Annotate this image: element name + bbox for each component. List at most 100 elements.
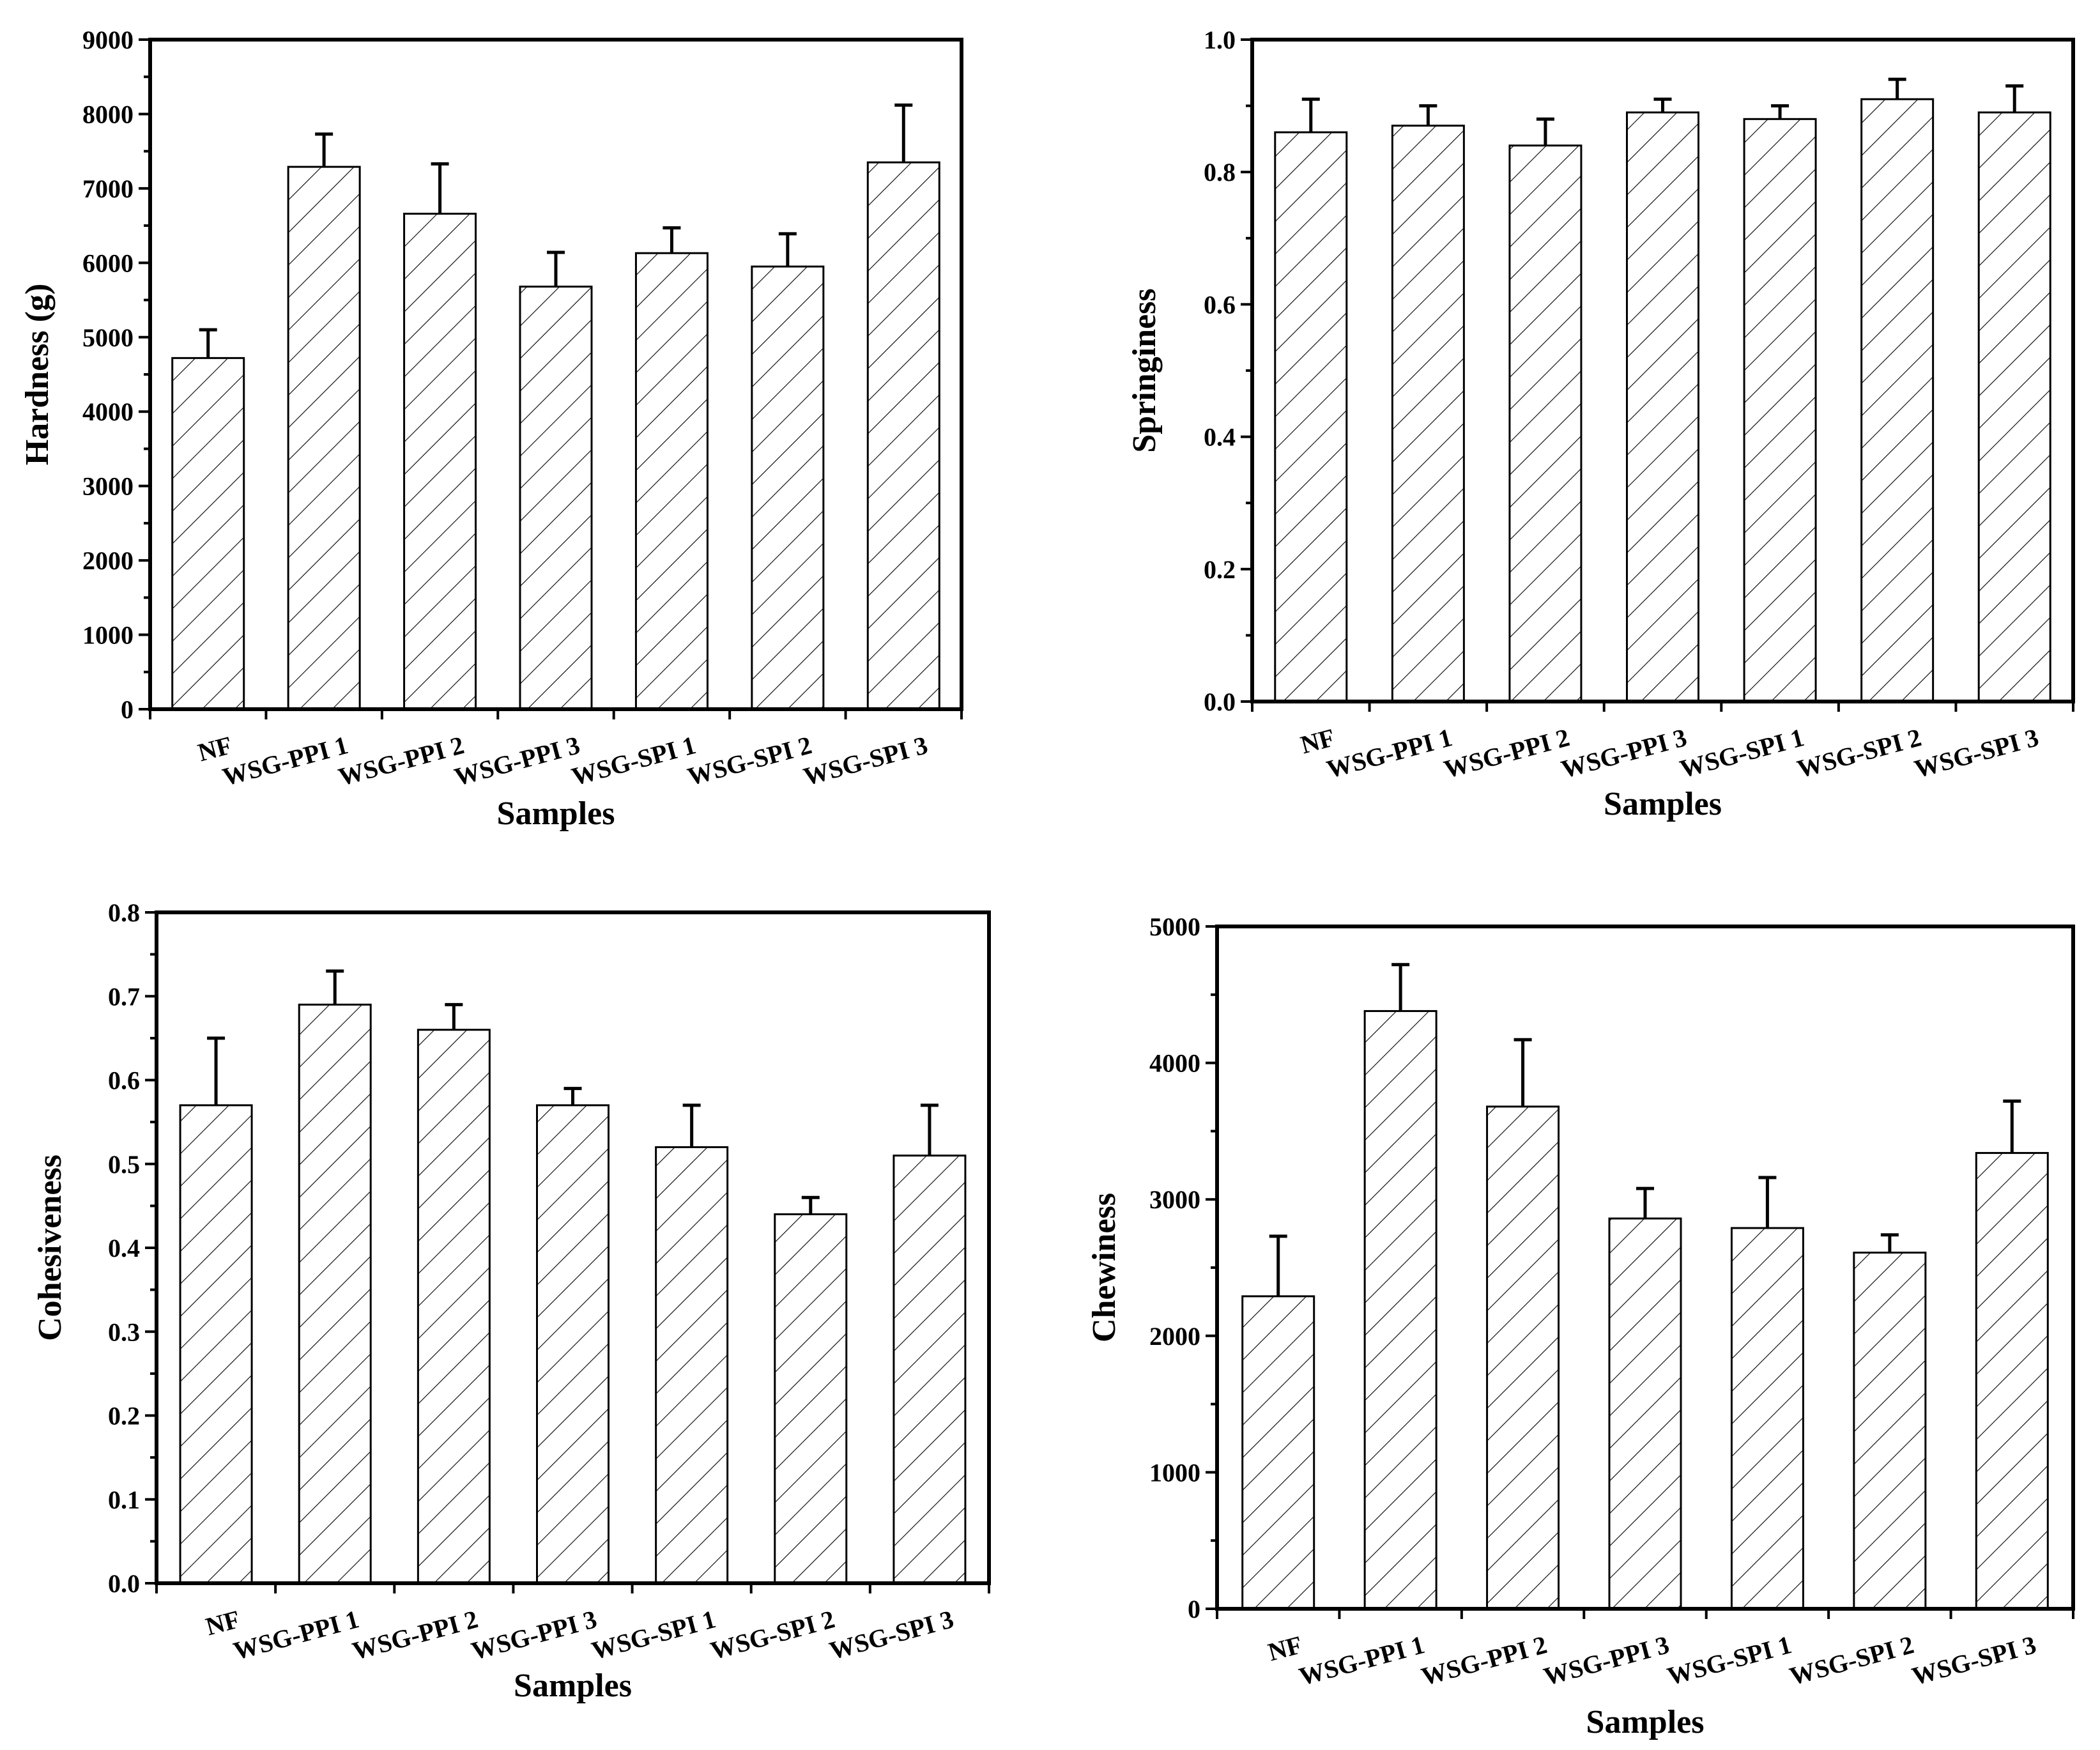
x-category-label: WSG-PPI 3 [1540,1630,1672,1691]
error-bar [431,162,449,214]
y-tick-label: 0.0 [1204,687,1236,716]
y-tick-label: 8000 [82,100,134,128]
y-tick-label: 0.2 [108,1402,140,1431]
error-bar [920,1103,939,1156]
y-tick-label: 2000 [82,546,134,575]
x-category-label: WSG-SPI 3 [801,730,931,791]
x-category-label: WSG-SPI 3 [1909,1630,2039,1691]
x-category-label: WSG-PPI 3 [468,1604,600,1666]
bar-wsg-ppi-2 [1486,1105,1560,1610]
x-category-label: WSG-PPI 1 [1324,723,1455,784]
x-axis-title: Samples [1586,1704,1705,1740]
x-category-label: WSG-PPI 1 [1296,1630,1428,1691]
x-axis-title: Samples [514,1668,632,1704]
y-tick-label: 7000 [82,174,134,203]
x-category-label: WSG-SPI 2 [1786,1630,1917,1691]
error-bar [207,1036,226,1105]
bar-wsg-spi-1 [1730,1227,1804,1610]
bar-wsg-ppi-3 [1626,111,1699,703]
x-category-label: NF [1265,1630,1305,1666]
y-tick-label: 0 [1188,1595,1200,1623]
y-tick-label: 0 [121,695,134,724]
error-bar [778,232,797,267]
bar-wsg-ppi-2 [1508,144,1583,703]
bar-nf [179,1104,253,1585]
x-category-label: WSG-PPI 2 [1418,1630,1550,1691]
bar-nf [1241,1295,1315,1610]
bar-wsg-ppi-3 [1608,1217,1682,1610]
error-bar [1419,104,1437,126]
y-axis-title: Cohesiveness [32,1155,68,1341]
x-axis-title: Samples [1604,786,1722,822]
error-bar [315,132,333,167]
x-category-label: WSG-SPI 1 [569,730,699,791]
y-tick-label: 0.0 [108,1569,140,1598]
y-tick-label: 2000 [1149,1322,1200,1351]
y-tick-label: 0.4 [108,1234,140,1263]
error-bar [1301,97,1320,133]
y-tick-label: 0.6 [108,1066,140,1095]
y-tick-label: 0.8 [108,898,140,927]
y-tick-label: 0.8 [1204,158,1236,187]
error-bar [445,1002,463,1030]
error-bar [1758,1176,1777,1229]
y-tick-label: 0.7 [108,982,140,1011]
x-category-label: WSG-SPI 3 [1912,723,2042,783]
y-tick-label: 0.2 [1204,555,1236,584]
y-axis-title: Springiness [1126,288,1163,452]
bar-wsg-ppi-1 [1363,1009,1437,1610]
bar-wsg-ppi-2 [417,1029,491,1585]
error-bar [1391,963,1410,1011]
bar-wsg-ppi-1 [298,1003,372,1585]
y-axis-title: Hardness (g) [19,284,56,466]
x-category-label: WSG-SPI 2 [707,1604,838,1665]
bar-nf [1274,131,1348,703]
x-category-label: WSG-SPI 2 [1794,723,1924,783]
bar-wsg-spi-3 [866,161,940,710]
x-axis-title: Samples [497,795,615,832]
bar-wsg-spi-2 [774,1213,848,1585]
error-bar [326,969,344,1005]
error-bar [1771,104,1790,119]
error-bar [547,250,565,287]
bar-nf [171,357,245,710]
bar-wsg-ppi-3 [519,286,593,710]
error-bar [1536,117,1554,146]
y-tick-label: 4000 [1149,1049,1200,1078]
y-tick-label: 0.3 [108,1317,140,1346]
bar-wsg-spi-3 [893,1155,967,1585]
y-tick-label: 0.6 [1204,290,1236,319]
error-bar [1514,1038,1532,1107]
x-category-label: WSG-PPI 1 [231,1604,362,1666]
bar-wsg-spi-2 [751,265,825,710]
x-category-label: WSG-PPI 3 [1558,723,1690,784]
y-axis-title: Chewiness [1086,1193,1123,1342]
y-tick-label: 0.4 [1204,423,1236,452]
bar-wsg-spi-1 [1743,118,1817,703]
x-category-label: WSG-PPI 3 [451,730,583,792]
y-tick-label: 9000 [82,26,134,54]
x-category-label: WSG-SPI 1 [1677,723,1807,783]
y-tick-label: 3000 [1149,1185,1200,1214]
bar-wsg-spi-1 [634,252,709,710]
bar-wsg-ppi-1 [287,165,361,710]
x-category-label: WSG-SPI 3 [826,1604,956,1665]
error-bar [2003,1099,2021,1153]
y-tick-label: 0.5 [108,1150,140,1179]
error-bar [563,1087,582,1105]
error-bar [1880,1233,1899,1253]
bar-wsg-spi-3 [1975,1152,2049,1610]
y-tick-label: 6000 [82,249,134,277]
error-bar [1653,97,1672,112]
y-tick-label: 1000 [1149,1458,1200,1487]
error-bar [663,226,681,254]
y-tick-label: 3000 [82,472,134,501]
bar-wsg-ppi-2 [403,212,477,710]
x-category-label: WSG-PPI 2 [1441,723,1572,784]
bar-wsg-spi-2 [1860,98,1935,703]
x-category-label: WSG-SPI 1 [588,1604,719,1665]
